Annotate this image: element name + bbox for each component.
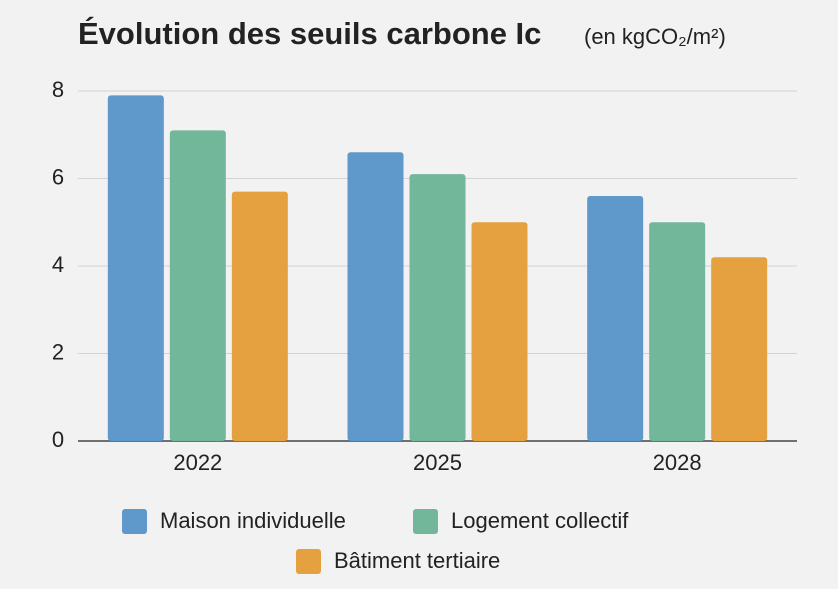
bar (711, 257, 768, 441)
legend-swatch (296, 549, 321, 574)
bar (587, 196, 644, 441)
y-tick-label: 8 (52, 77, 64, 102)
legend-label: Logement collectif (451, 508, 629, 533)
bar (649, 222, 706, 441)
y-tick-label: 0 (52, 427, 64, 452)
legend-label: Bâtiment tertiaire (334, 548, 500, 573)
y-tick-label: 4 (52, 252, 64, 277)
x-tick-label: 2028 (653, 450, 702, 475)
bar (409, 174, 466, 441)
y-tick-label: 6 (52, 164, 64, 189)
bar (471, 222, 528, 441)
x-tick-label: 2025 (413, 450, 462, 475)
bar (107, 95, 164, 441)
legend-label: Maison individuelle (160, 508, 346, 533)
chart-subtitle: (en kgCO₂/m²) (584, 24, 726, 49)
bar (231, 191, 288, 441)
legend-swatch (122, 509, 147, 534)
legend-swatch (413, 509, 438, 534)
chart-title: Évolution des seuils carbone Ic (78, 16, 541, 51)
x-tick-label: 2022 (173, 450, 222, 475)
bar (347, 152, 404, 441)
y-tick-label: 2 (52, 339, 64, 364)
bar (169, 130, 226, 441)
